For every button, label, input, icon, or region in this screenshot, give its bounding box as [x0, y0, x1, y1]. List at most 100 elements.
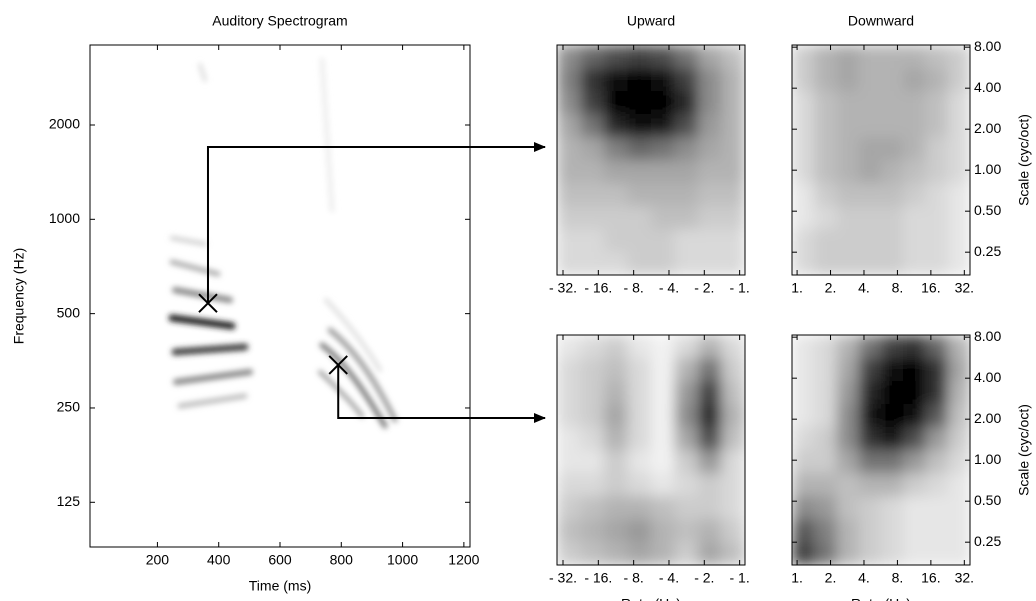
- heatmap-cell: [580, 183, 605, 207]
- heatmap-cell: [721, 206, 745, 230]
- heatmap-cell: [557, 450, 581, 474]
- heatmap-cell: [836, 160, 860, 184]
- heatmap-cell: [858, 427, 882, 451]
- heatmap-cell: [836, 496, 860, 520]
- heatmap-cell: [604, 381, 628, 405]
- heatmap-cell: [858, 381, 882, 405]
- heatmap-cell: [580, 68, 605, 92]
- heatmap-cell: [836, 381, 860, 405]
- arrow: [337, 364, 546, 423]
- heatmap-cell: [836, 45, 860, 69]
- heatmap-cell: [903, 229, 926, 253]
- heatmap-cell: [557, 519, 581, 543]
- heatmap-cell: [814, 427, 837, 451]
- heatmap-cell: [903, 114, 926, 138]
- heatmap-cell: [814, 335, 837, 359]
- heatmap-cell: [698, 358, 722, 382]
- heatmap-cell: [651, 496, 675, 520]
- heatmap-cell: [792, 450, 815, 474]
- x-tick-label: 4.: [858, 570, 870, 586]
- heatmap-cell: [858, 137, 882, 161]
- marker: [198, 293, 218, 313]
- heatmap-cell: [698, 404, 722, 428]
- heatmap-cell: [604, 160, 628, 184]
- x-axis-label: Time (ms): [249, 578, 311, 594]
- heatmap-cell: [651, 160, 675, 184]
- axes-frame: [89, 44, 471, 548]
- heatmap-cell: [674, 45, 699, 69]
- heatmap-cell: [698, 160, 722, 184]
- heatmap-cell: [557, 68, 581, 92]
- heatmap-cell: [698, 450, 722, 474]
- heatmap-cell: [580, 206, 605, 230]
- axes-frame: [791, 334, 971, 566]
- x-tick-label: 200: [146, 552, 170, 568]
- heatmap-cell: [836, 542, 860, 565]
- x-axis-label: Rate (Hz): [621, 596, 681, 601]
- heatmap-cell: [651, 519, 675, 543]
- heatmap-cell: [881, 542, 904, 565]
- heatmap-cell: [814, 91, 837, 115]
- heatmap-cell: [858, 114, 882, 138]
- heatmap-cell: [947, 358, 970, 382]
- heatmap-cell: [674, 160, 699, 184]
- heatmap-cell: [792, 137, 815, 161]
- heatmap-cell: [557, 404, 581, 428]
- heatmap: [557, 335, 745, 565]
- heatmap-cell: [721, 114, 745, 138]
- y-tick-label: 0.50: [974, 202, 1001, 218]
- heatmap-cell: [858, 542, 882, 565]
- x-tick-label: - 4.: [659, 280, 679, 296]
- heatmap-cell: [925, 542, 949, 565]
- heatmap-cell: [580, 358, 605, 382]
- heatmap-cell: [651, 114, 675, 138]
- heatmap-cell: [814, 183, 837, 207]
- heatmap-cell: [836, 206, 860, 230]
- heatmap-cell: [903, 335, 926, 359]
- heatmap-cell: [858, 160, 882, 184]
- heatmap-cell: [721, 542, 745, 565]
- heatmap-cell: [580, 519, 605, 543]
- x-tick-label: - 4.: [659, 570, 679, 586]
- heatmap-cell: [792, 358, 815, 382]
- heatmap-cell: [604, 358, 628, 382]
- heatmap-cell: [881, 335, 904, 359]
- heatmap-cell: [858, 45, 882, 69]
- heatmap-cell: [627, 137, 652, 161]
- heatmap-cell: [903, 496, 926, 520]
- heatmap-cell: [881, 473, 904, 497]
- heatmap-cell: [947, 335, 970, 359]
- heatmap-cell: [858, 404, 882, 428]
- heatmap-cell: [858, 473, 882, 497]
- heatmap-cell: [814, 450, 837, 474]
- heatmap-cell: [721, 381, 745, 405]
- heatmap-cell: [604, 91, 628, 115]
- heatmap-clip: [557, 335, 745, 565]
- heatmap: [792, 45, 970, 275]
- heatmap-cell: [698, 542, 722, 565]
- heatmap-cell: [903, 183, 926, 207]
- heatmap-cell: [925, 358, 949, 382]
- panel-title: Downward: [848, 13, 914, 29]
- heatmap-cell: [903, 519, 926, 543]
- heatmap-cell: [651, 68, 675, 92]
- heatmap-cell: [557, 496, 581, 520]
- heatmap-cell: [792, 206, 815, 230]
- heatmap-cell: [580, 381, 605, 405]
- heatmap-cell: [604, 519, 628, 543]
- heatmap-cell: [557, 427, 581, 451]
- heatmap-cell: [836, 114, 860, 138]
- heatmap-cell: [925, 160, 949, 184]
- heatmap-cell: [721, 473, 745, 497]
- x-tick-label: - 32.: [549, 570, 577, 586]
- x-tick-label: 800: [330, 552, 354, 568]
- heatmap-cell: [814, 229, 837, 253]
- heatmap-cell: [651, 358, 675, 382]
- x-tick-label: 8.: [892, 570, 904, 586]
- y-tick-label: 2000: [49, 116, 80, 132]
- heatmap-clip: [792, 335, 970, 565]
- panel-title: Upward: [627, 13, 675, 29]
- heatmap-cell: [947, 519, 970, 543]
- heatmap-cell: [557, 358, 581, 382]
- heatmap-cell: [881, 519, 904, 543]
